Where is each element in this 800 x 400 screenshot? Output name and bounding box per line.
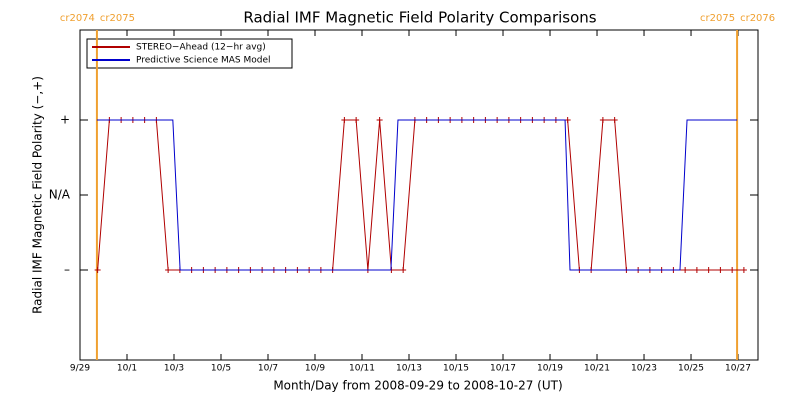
data-point <box>717 267 724 273</box>
x-tick-label: 10/27 <box>725 364 751 374</box>
x-tick-label: 10/5 <box>211 364 231 374</box>
series-line <box>97 119 744 271</box>
y-axis-label: Radial IMF Magnetic Field Polarity (−,+) <box>31 76 45 314</box>
x-tick-label: 9/29 <box>70 364 90 374</box>
x-axis-label: Month/Day from 2008-09-29 to 2008-10-27 … <box>273 379 562 393</box>
data-point <box>353 117 360 123</box>
x-tick-label: 10/13 <box>396 364 422 374</box>
data-point <box>376 117 383 123</box>
data-point <box>341 117 348 123</box>
x-tick-label: 10/11 <box>349 364 375 374</box>
x-tick-label: 10/1 <box>117 364 137 374</box>
rotation-label: cr2075 <box>700 13 735 24</box>
rotation-label: cr2075 <box>100 13 135 24</box>
chart-title: Radial IMF Magnetic Field Polarity Compa… <box>243 9 596 27</box>
data-point <box>729 267 736 273</box>
x-tick-label: 10/25 <box>678 364 704 374</box>
data-point <box>682 267 689 273</box>
legend-label: STEREO−Ahead (12−hr avg) <box>136 43 266 53</box>
data-point <box>94 267 101 273</box>
plot-frame <box>79 29 759 361</box>
legend-box <box>86 38 293 69</box>
data-point <box>740 267 747 273</box>
y-tick-label: – <box>64 263 70 277</box>
x-tick-label: 10/17 <box>490 364 516 374</box>
data-point <box>693 267 700 273</box>
series-line <box>96 119 738 271</box>
rotation-label: cr2076 <box>740 13 775 24</box>
data-point <box>599 117 606 123</box>
data-point <box>165 267 172 273</box>
x-tick-label: 10/23 <box>631 364 657 374</box>
legend-label: Predictive Science MAS Model <box>136 56 271 66</box>
rotation-label: cr2074 <box>60 13 95 24</box>
x-tick-label: 10/3 <box>164 364 184 374</box>
y-tick-label: N/A <box>49 188 71 202</box>
x-tick-label: 10/15 <box>443 364 469 374</box>
data-point <box>400 267 407 273</box>
y-tick-label: + <box>60 113 70 127</box>
x-tick-label: 10/21 <box>584 364 610 374</box>
x-tick-label: 10/19 <box>537 364 563 374</box>
x-tick-label: 10/7 <box>258 364 278 374</box>
x-tick-label: 10/9 <box>305 364 325 374</box>
data-point <box>564 117 571 123</box>
data-point <box>705 267 712 273</box>
data-point <box>611 117 618 123</box>
